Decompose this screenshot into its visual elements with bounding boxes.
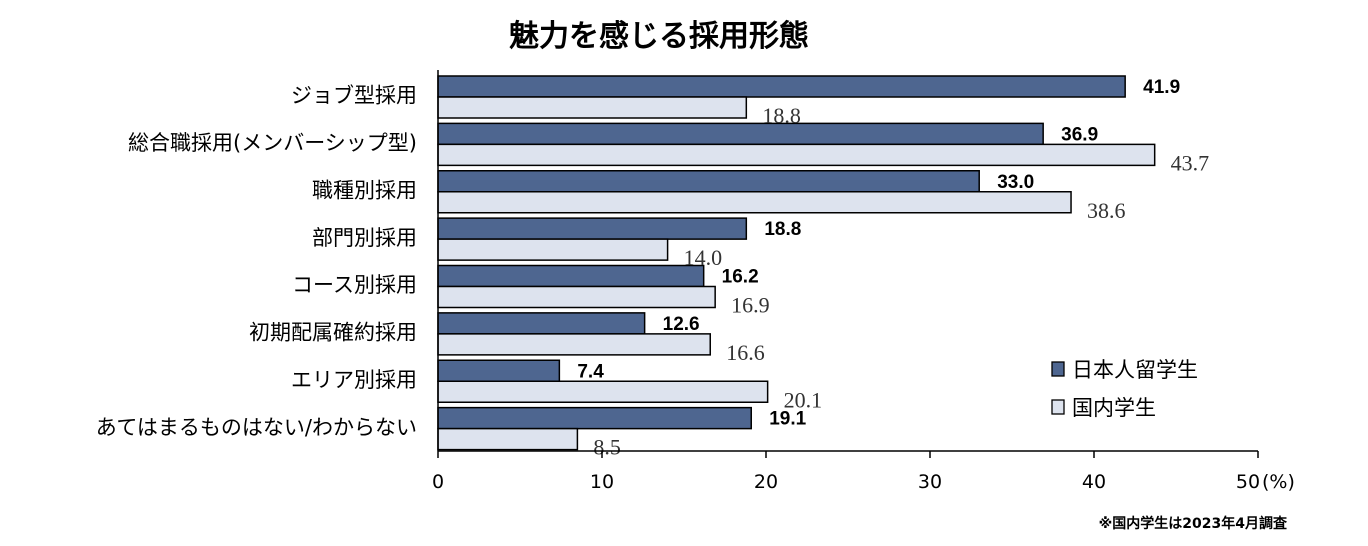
data-label: 16.6	[726, 340, 765, 365]
x-tick-label: 30	[918, 471, 942, 493]
data-label: 20.1	[784, 387, 823, 412]
category-label: 職種別採用	[312, 178, 417, 202]
data-label: 36.9	[1061, 124, 1098, 145]
x-tick-label: 0	[432, 471, 444, 493]
category-label: コース別採用	[292, 273, 417, 297]
data-label: 12.6	[663, 314, 700, 335]
data-label: 18.8	[764, 219, 801, 240]
bar-series-2	[437, 333, 711, 356]
bar-series-2	[437, 96, 748, 119]
bar-series-1	[437, 264, 705, 288]
bar-series-1	[437, 122, 1044, 146]
category-label: 部門別採用	[312, 226, 417, 250]
bar-series-2	[437, 427, 579, 451]
data-label: 7.4	[577, 361, 604, 382]
x-tick-label: 20	[754, 471, 778, 493]
legend-label: 国内学生	[1072, 396, 1156, 420]
x-axis: 0 10 20 30 40 50 (%)	[432, 70, 1295, 493]
legend-label: 日本人留学生	[1072, 358, 1198, 382]
category-label: 総合職採用(メンバーシップ型)	[128, 131, 417, 155]
x-tick-label: 10	[590, 471, 614, 493]
bar-series-2	[437, 143, 1156, 167]
bar-series-1	[437, 406, 752, 430]
data-labels: 41.9 18.8 36.9 43.7 33.0 38.6 18.8 14.016.2 16.9…	[577, 77, 1209, 460]
legend-swatch	[1051, 399, 1065, 415]
data-label: 33.0	[997, 172, 1034, 193]
bar-series-2	[437, 191, 1072, 214]
bar-series-1	[437, 170, 980, 193]
x-tick-label: 50	[1236, 471, 1260, 493]
data-label: 43.7	[1171, 150, 1210, 175]
category-label: 初期配属確約採用	[249, 321, 417, 345]
category-label: ジョブ型採用	[291, 84, 417, 108]
bar-series-1	[437, 312, 646, 335]
category-label: あてはまるものはない/わからない	[96, 415, 417, 439]
data-label: 8.5	[593, 435, 621, 460]
chart-title: 魅力を感じる採用形態	[509, 19, 809, 54]
data-label: 41.9	[1143, 77, 1180, 98]
x-tick-label: 40	[1082, 471, 1106, 493]
data-label: 16.2	[722, 267, 759, 288]
data-label: 19.1	[769, 409, 806, 430]
bar-series-1	[437, 359, 561, 382]
bar-series-1	[437, 217, 748, 240]
category-label: エリア別採用	[291, 368, 417, 392]
data-label: 38.6	[1087, 198, 1126, 223]
data-label: 18.8	[762, 103, 801, 128]
data-label: 14.0	[684, 245, 723, 270]
data-label: 16.9	[731, 293, 770, 318]
x-axis-unit: (%)	[1262, 471, 1295, 493]
legend-swatch	[1051, 361, 1065, 377]
bar-series-2	[437, 285, 716, 309]
footnote: ※国内学生は2023年4月調査	[1099, 515, 1288, 532]
bar-series-1	[437, 75, 1126, 98]
bar-series-2	[437, 238, 669, 261]
bar-series-2	[437, 380, 769, 403]
